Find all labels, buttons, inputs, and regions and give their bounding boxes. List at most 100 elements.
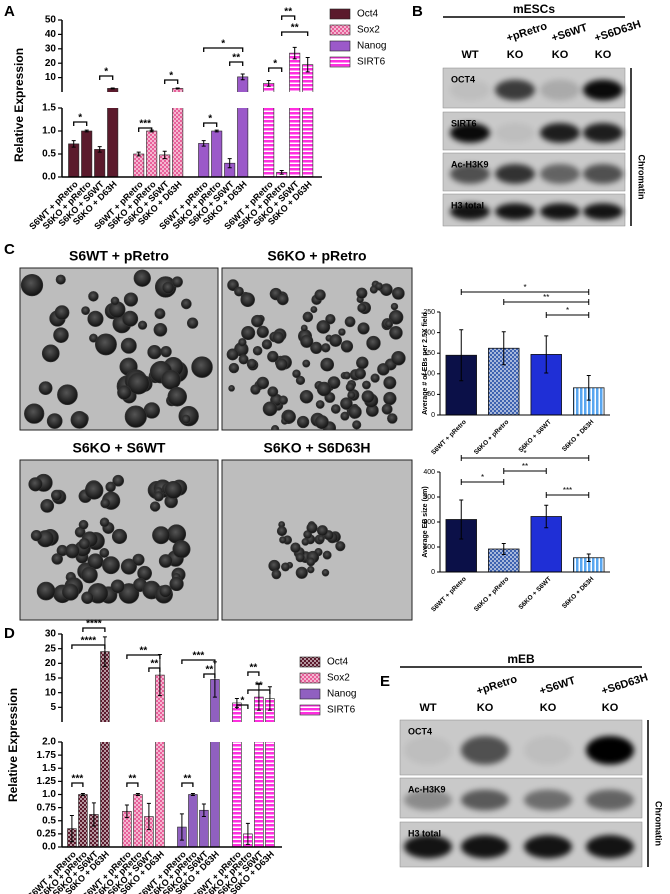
significance-label: * bbox=[104, 67, 108, 78]
error-bar bbox=[80, 792, 85, 797]
axis-break bbox=[63, 722, 283, 742]
embryoid-body bbox=[383, 391, 397, 406]
error-bar bbox=[146, 802, 151, 831]
embryoid-body bbox=[383, 376, 397, 390]
embryoid-body bbox=[261, 339, 273, 350]
error-bar bbox=[214, 129, 219, 133]
embryoid-body bbox=[356, 356, 369, 370]
embryoid-body bbox=[70, 411, 89, 429]
lane-label: +S6WT bbox=[538, 675, 577, 698]
embryoid-body bbox=[361, 390, 375, 404]
row-label: H3 total bbox=[451, 200, 484, 210]
x-tick-label: S6KO + pRetro bbox=[473, 576, 511, 614]
lane-label: KO bbox=[507, 49, 524, 61]
y-tick-label: 100 bbox=[423, 371, 435, 378]
panel-letter: A bbox=[4, 3, 15, 20]
embryoid-body bbox=[370, 373, 380, 383]
blot-band bbox=[461, 735, 509, 765]
y-tick-label: 100 bbox=[423, 544, 435, 551]
embryoid-body bbox=[279, 536, 287, 544]
error-bar bbox=[190, 792, 195, 797]
embryoid-body bbox=[158, 554, 173, 568]
embryoid-body bbox=[262, 401, 278, 417]
embryoid-body bbox=[164, 480, 183, 499]
legend-label: Oct4 bbox=[327, 657, 349, 668]
embryoid-body bbox=[110, 579, 125, 594]
bar bbox=[68, 143, 80, 178]
embryoid-body bbox=[50, 489, 63, 501]
y-tick-label: 250 bbox=[423, 309, 435, 316]
embryoid-body bbox=[99, 548, 110, 558]
embryoid-body bbox=[228, 385, 235, 392]
significance-label: *** bbox=[139, 119, 151, 130]
bar bbox=[237, 76, 249, 178]
embryoid-body bbox=[102, 556, 120, 575]
embryoid-body bbox=[88, 291, 99, 302]
lane-label: KO bbox=[540, 702, 557, 714]
embryoid-body bbox=[161, 369, 181, 390]
legend-swatch bbox=[299, 688, 321, 700]
legend-label: Nanog bbox=[357, 41, 386, 52]
embryoid-body bbox=[81, 591, 94, 605]
micrograph-label: S6KO + pRetro bbox=[267, 248, 366, 264]
embryoid-body bbox=[46, 413, 63, 429]
embryoid-body bbox=[53, 327, 69, 343]
embryoid-body bbox=[327, 376, 341, 389]
error-bar bbox=[256, 683, 261, 711]
error-bar bbox=[97, 146, 102, 153]
error-bar bbox=[201, 140, 206, 147]
error-bar bbox=[102, 636, 107, 667]
x-tick-label: S6WT + pRetro bbox=[430, 419, 468, 457]
embryoid-body bbox=[78, 537, 91, 550]
embryoid-body bbox=[191, 356, 213, 378]
embryoid-body bbox=[153, 322, 168, 337]
blot-band bbox=[583, 203, 623, 220]
bar bbox=[94, 149, 106, 178]
y-tick-label: 200 bbox=[423, 519, 435, 526]
panel-letter: B bbox=[412, 3, 423, 20]
error-bar bbox=[292, 46, 297, 60]
embryoid-body bbox=[36, 581, 56, 601]
embryoid-body bbox=[87, 310, 104, 327]
bar bbox=[198, 143, 210, 178]
micrograph-label: S6WT + pRetro bbox=[69, 248, 169, 264]
significance-label: * bbox=[169, 71, 173, 82]
embryoid-body bbox=[302, 359, 311, 368]
embryoid-body bbox=[272, 331, 285, 344]
significance-label: ** bbox=[284, 7, 292, 18]
row-label: SIRT6 bbox=[451, 118, 477, 128]
error-bar bbox=[501, 331, 506, 366]
y-tick-label: 0.75 bbox=[37, 802, 57, 813]
embryoid-body bbox=[61, 583, 80, 601]
error-bar bbox=[227, 158, 232, 169]
y-tick-label: 40 bbox=[45, 29, 57, 40]
blot-band bbox=[495, 123, 535, 143]
blot-band bbox=[583, 79, 623, 101]
embryoid-body bbox=[159, 584, 172, 598]
significance-bracket bbox=[203, 122, 218, 127]
blot-band bbox=[450, 203, 490, 220]
lane-label: +S6D63H bbox=[600, 671, 649, 697]
embryoid-body bbox=[162, 281, 175, 294]
bar bbox=[302, 64, 314, 178]
y-tick-label: 400 bbox=[423, 469, 435, 476]
y-axis-label: Relative Expression bbox=[12, 48, 26, 162]
blot-band bbox=[540, 203, 580, 220]
significance-label: ** bbox=[232, 53, 240, 64]
lane-label: KO bbox=[602, 702, 619, 714]
lane-label: KO bbox=[595, 49, 612, 61]
y-tick-label: 30 bbox=[45, 629, 57, 640]
embryoid-body bbox=[321, 343, 331, 353]
legend-swatch bbox=[329, 56, 351, 68]
embryoid-body bbox=[342, 371, 351, 380]
y-tick-label: 0.5 bbox=[42, 149, 56, 160]
bar bbox=[188, 794, 198, 848]
error-bar bbox=[136, 151, 141, 157]
embryoid-body bbox=[320, 357, 335, 372]
embryoid-body bbox=[267, 386, 279, 398]
row-label: Ac-H3K9 bbox=[451, 159, 489, 169]
embryoid-body bbox=[160, 346, 172, 358]
embryoid-body bbox=[310, 341, 323, 354]
significance-bracket bbox=[164, 79, 179, 84]
embryoid-body bbox=[389, 326, 403, 340]
